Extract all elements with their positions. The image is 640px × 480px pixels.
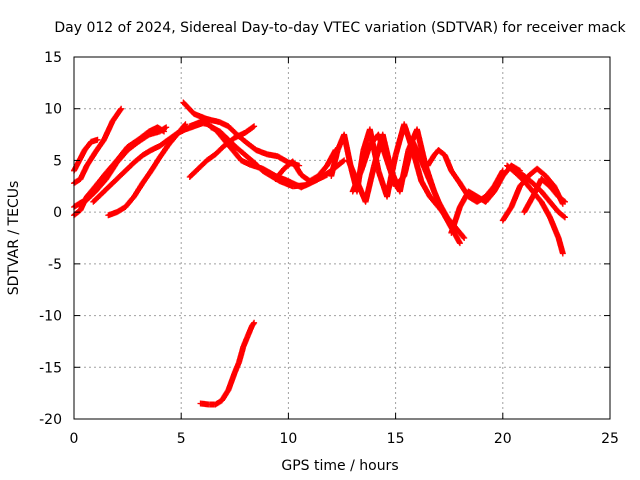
y-axis-label: SDTVAR / TECUs (6, 181, 22, 296)
x-tick-label: 0 (70, 431, 79, 447)
data-point-trail (521, 176, 568, 215)
x-tick-label: 25 (601, 431, 619, 447)
data-point-trail (72, 106, 124, 186)
data-point-trail (350, 132, 450, 220)
x-tick-label: 5 (177, 431, 186, 447)
y-tick-label: -5 (48, 257, 62, 273)
data-points-layer (71, 99, 568, 408)
series-arc-11 (272, 147, 339, 185)
x-axis-label: GPS time / hours (281, 458, 398, 474)
data-point-trail (513, 168, 568, 220)
chart-title: Day 012 of 2024, Sidereal Day-to-day VTE… (54, 20, 626, 36)
data-point-trail (273, 148, 338, 184)
y-tick-label: -20 (39, 412, 62, 428)
series-arc-15 (349, 131, 451, 221)
y-tick-label: -15 (39, 360, 62, 376)
y-tick-label: 10 (44, 102, 62, 118)
series-arc-20 (512, 167, 568, 221)
tick-marks (73, 56, 611, 420)
series-arc-21 (521, 176, 568, 216)
series-arc-4 (71, 124, 170, 210)
series-arc-6 (105, 121, 189, 219)
data-point-trail (106, 122, 188, 218)
series-arc-1 (71, 136, 101, 174)
data-point-trail (181, 100, 301, 169)
data-point-trail (72, 125, 169, 210)
series-arc-2 (71, 105, 125, 187)
series-arc-19 (504, 162, 566, 257)
grid-lines (74, 57, 610, 419)
y-tick-label: 5 (53, 153, 62, 169)
y-tick-label: 0 (53, 205, 62, 221)
x-tick-label: 20 (494, 431, 512, 447)
plot-frame (73, 56, 611, 420)
x-tick-label: 15 (387, 431, 405, 447)
series-arc-12 (197, 319, 258, 408)
x-tick-label: 10 (279, 431, 297, 447)
y-tick-label: -10 (39, 309, 62, 325)
data-point-trail (198, 320, 257, 408)
y-tick-label: 15 (44, 50, 62, 66)
